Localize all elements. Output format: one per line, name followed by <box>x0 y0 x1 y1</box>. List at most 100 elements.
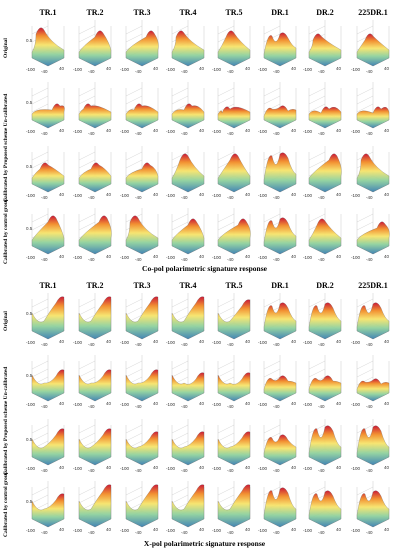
tick-label: 40 <box>336 66 342 71</box>
grid-line <box>78 432 96 442</box>
response-surface <box>31 103 65 129</box>
grid-line <box>31 221 49 231</box>
tick-label: 40 <box>199 339 205 344</box>
response-surface <box>263 434 297 466</box>
tick-label: -40 <box>318 131 325 136</box>
surface-plot: -100 -40 40 <box>303 18 347 74</box>
surface-plot: -100 -40 40 <box>212 291 256 347</box>
tick-label: -40 <box>135 69 142 74</box>
grid-line <box>125 424 143 434</box>
surface-plot-svg: -100 -40 40 <box>120 82 159 136</box>
response-surface <box>171 372 205 402</box>
response-surface <box>78 103 112 129</box>
surface-plot-svg: -100 -40 40 0.5 <box>26 355 65 409</box>
surface-plot: -100 -40 40 <box>73 80 117 136</box>
surface-plot: -100 -40 40 <box>351 18 395 74</box>
surface-plot-svg: -100 -40 40 <box>73 293 112 347</box>
tick-label: 40 <box>384 527 390 532</box>
grid-line <box>356 25 374 35</box>
grid-line <box>125 159 143 169</box>
tick-label: 40 <box>153 401 159 406</box>
response-surface <box>356 425 390 466</box>
surface-plot-svg: -100 -40 40 <box>166 481 205 535</box>
grid-line <box>31 494 49 504</box>
tick-label: -100 <box>303 466 313 471</box>
grid-line <box>356 213 374 223</box>
tick-label: 40 <box>336 527 342 532</box>
tick-label: -40 <box>88 257 95 262</box>
response-surface <box>308 425 342 466</box>
tick-label: -100 <box>258 528 268 533</box>
response-surface <box>217 299 251 340</box>
tick-label: -100 <box>120 67 130 72</box>
grid-line <box>356 95 374 105</box>
tick-label: -100 <box>351 528 361 533</box>
column-header: DR.1 <box>271 8 289 17</box>
tick-label: -40 <box>366 468 373 473</box>
surface-plot: -100 -40 40 <box>303 417 347 473</box>
tick-label: -100 <box>212 67 222 72</box>
tick-label: -100 <box>212 466 222 471</box>
tick-label: -40 <box>135 131 142 136</box>
surface-plot: -100 -40 40 <box>120 18 164 74</box>
tick-label: -100 <box>212 528 222 533</box>
row-label: Original <box>3 311 9 331</box>
surface-plot: -100 -40 40 <box>258 479 302 535</box>
tick-label: -40 <box>273 468 280 473</box>
tick-label: -40 <box>181 342 188 347</box>
grid-line <box>263 424 281 434</box>
surface-plot: -100 -40 40 <box>351 144 395 200</box>
response-surface <box>31 428 65 466</box>
grid-line <box>308 103 326 113</box>
surface-plot-svg: -100 -40 40 <box>212 208 251 262</box>
tick-label: -100 <box>212 402 222 407</box>
response-surface <box>263 152 297 193</box>
tick-label: -100 <box>351 193 361 198</box>
response-surface <box>171 103 205 129</box>
column-header: TR.4 <box>179 281 197 290</box>
tick-label: 40 <box>153 254 159 259</box>
tick-label: 40 <box>59 465 65 470</box>
tick-label: -40 <box>135 257 142 262</box>
column-header: TR.5 <box>225 8 243 17</box>
tick-label: -100 <box>120 129 130 134</box>
tick-label: 0.5 <box>26 373 33 378</box>
panel-caption: X-pol polarimetric signature response <box>143 539 266 548</box>
grid-line <box>31 486 49 496</box>
tick-label: -100 <box>351 129 361 134</box>
surface-plot: -100 -40 40 0.5 <box>26 291 70 347</box>
tick-label: -100 <box>166 193 176 198</box>
grid-line <box>78 159 96 169</box>
grid-line <box>217 221 235 231</box>
grid-line <box>31 306 49 316</box>
response-surface <box>217 218 251 255</box>
grid-line <box>78 221 96 231</box>
tick-label: -40 <box>88 530 95 535</box>
surface-plot: -100 -40 40 <box>73 291 117 347</box>
tick-label: -100 <box>212 193 222 198</box>
response-surface <box>31 369 65 402</box>
grid-line <box>308 368 326 378</box>
tick-label: 40 <box>199 66 205 71</box>
tick-label: -40 <box>135 468 142 473</box>
tick-label: -100 <box>303 528 313 533</box>
surface-plot-svg: -100 -40 40 0.5 <box>26 146 65 200</box>
tick-label: 40 <box>153 465 159 470</box>
tick-label: 40 <box>336 339 342 344</box>
column-header: TR.1 <box>39 8 57 17</box>
surface-plot-svg: -100 -40 40 <box>258 208 297 262</box>
grid-line <box>31 151 49 161</box>
surface-plot: -100 -40 40 <box>258 80 302 136</box>
tick-label: -100 <box>73 129 83 134</box>
tick-label: -40 <box>88 131 95 136</box>
tick-label: -40 <box>366 530 373 535</box>
tick-label: -100 <box>73 193 83 198</box>
response-surface <box>125 215 159 255</box>
surface-plot: -100 -40 40 <box>166 353 210 409</box>
response-surface <box>125 162 159 193</box>
column-header: DR.1 <box>271 281 289 290</box>
tick-label: -40 <box>181 468 188 473</box>
column-header: TR.2 <box>86 281 104 290</box>
tick-label: -40 <box>181 257 188 262</box>
tick-label: -40 <box>366 257 373 262</box>
